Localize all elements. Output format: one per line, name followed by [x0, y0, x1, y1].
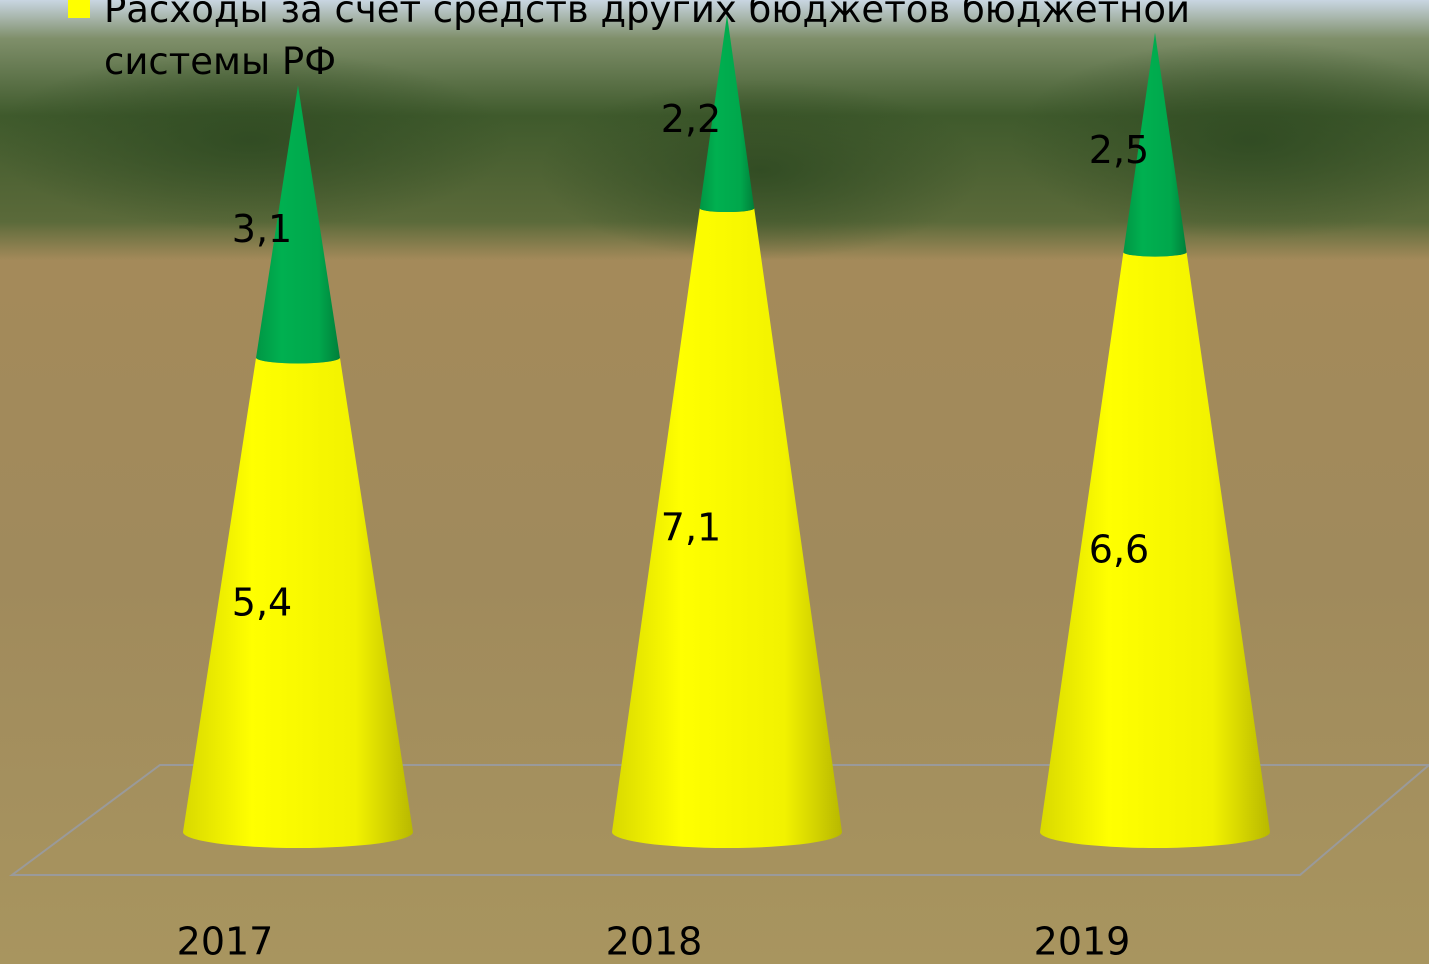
data-label: 5,4 — [232, 580, 292, 624]
legend-swatch — [68, 0, 90, 18]
legend-label: Расходы за счет средств других бюджетов … — [104, 0, 1191, 83]
background-trees — [1010, 40, 1429, 240]
x-tick-label: 2019 — [1034, 920, 1131, 964]
legend: Расходы за счет средств других бюджетов … — [68, 0, 1248, 88]
cone-segment — [1040, 252, 1270, 848]
chart-floor — [8, 764, 1429, 876]
background-trees — [0, 50, 510, 230]
cone-segment — [183, 357, 413, 848]
data-label: 3,1 — [232, 207, 292, 251]
x-tick-label: 2017 — [177, 920, 274, 964]
plot-area: 5,4 3,1 2017 7,1 2,2 2018 6,6 2,5 2019 — [177, 15, 1270, 964]
data-label: 2,5 — [1089, 128, 1149, 172]
data-label: 6,6 — [1089, 528, 1149, 572]
cone-segment — [1123, 32, 1187, 257]
background-trees — [540, 80, 980, 260]
cone-segment — [612, 208, 842, 849]
data-label: 2,2 — [661, 97, 721, 141]
cone-segment — [256, 85, 340, 364]
cone-segment — [699, 15, 755, 213]
data-label: 7,1 — [661, 506, 721, 550]
x-tick-label: 2018 — [606, 920, 703, 964]
